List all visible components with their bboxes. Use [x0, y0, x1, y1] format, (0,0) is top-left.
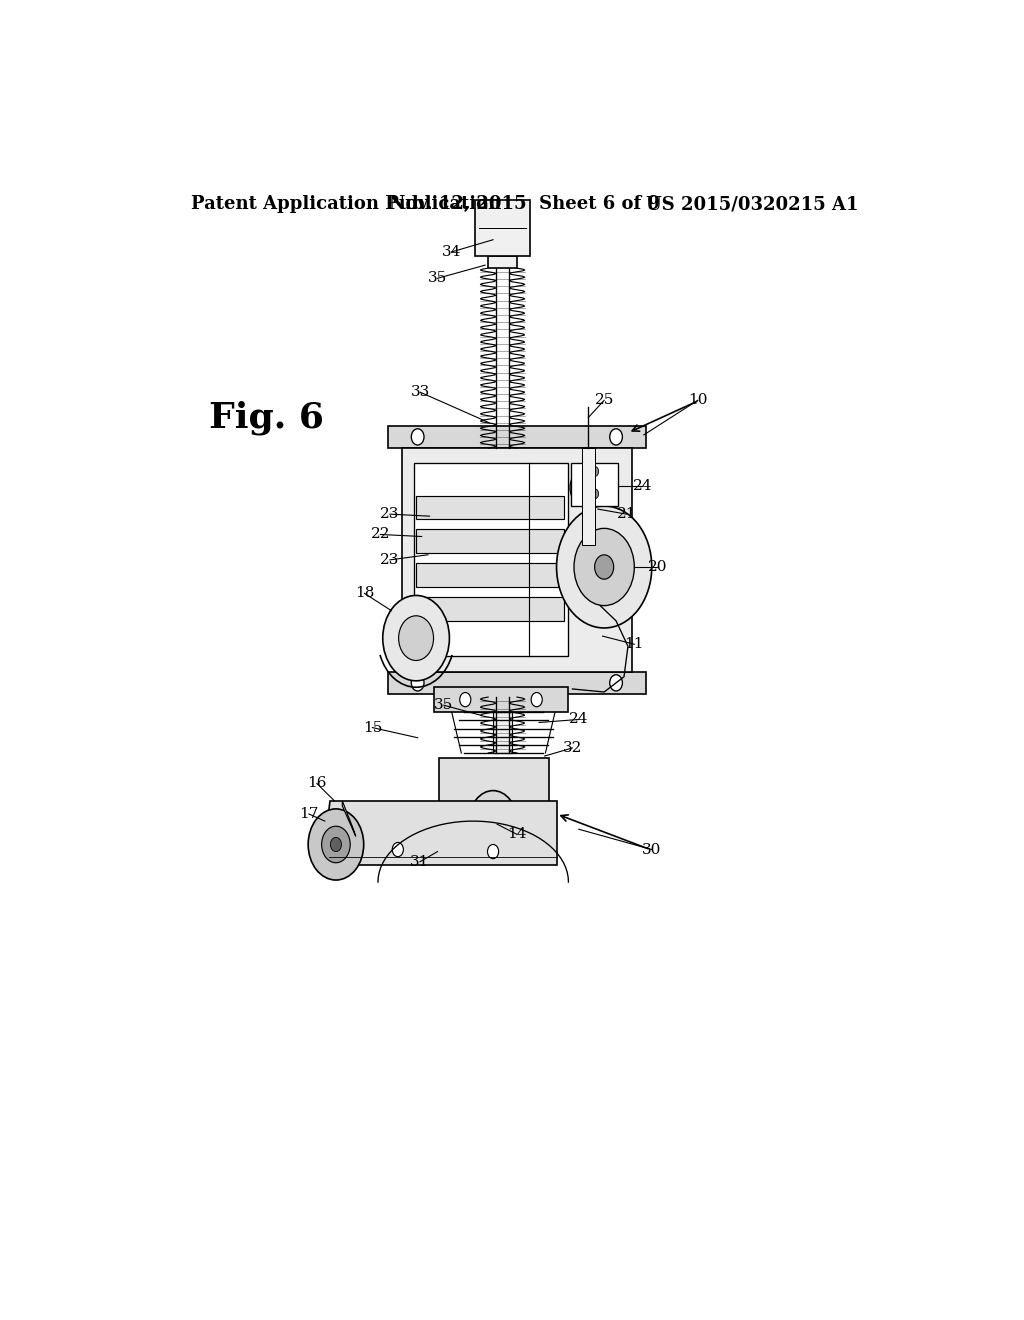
Bar [582, 447, 595, 545]
Text: 32: 32 [563, 741, 582, 755]
Text: 35: 35 [428, 272, 447, 285]
Text: 11: 11 [625, 638, 644, 651]
Text: 31: 31 [411, 855, 430, 869]
Polygon shape [401, 447, 632, 672]
Text: Nov. 12, 2015  Sheet 6 of 9: Nov. 12, 2015 Sheet 6 of 9 [389, 195, 660, 213]
Circle shape [570, 470, 599, 506]
Bar [439, 758, 549, 810]
Circle shape [487, 845, 499, 859]
Circle shape [557, 506, 651, 628]
Text: Patent Application Publication: Patent Application Publication [191, 195, 502, 213]
Circle shape [482, 807, 504, 836]
Polygon shape [323, 801, 557, 865]
Polygon shape [342, 801, 355, 837]
Text: 30: 30 [642, 842, 662, 857]
Circle shape [580, 482, 589, 494]
Bar [433, 686, 568, 713]
Text: 15: 15 [362, 721, 382, 735]
Text: 33: 33 [411, 385, 430, 399]
Bar [494, 713, 512, 752]
Text: 23: 23 [380, 507, 399, 521]
Circle shape [595, 554, 613, 579]
Polygon shape [475, 201, 530, 256]
Circle shape [308, 809, 364, 880]
Bar [416, 529, 564, 553]
Circle shape [591, 488, 599, 499]
Polygon shape [414, 463, 568, 656]
Text: 23: 23 [380, 553, 399, 566]
Bar [416, 598, 564, 620]
Text: Fig. 6: Fig. 6 [209, 400, 325, 434]
Circle shape [574, 528, 634, 606]
Text: US 2015/0320215 A1: US 2015/0320215 A1 [645, 195, 858, 213]
Circle shape [322, 826, 350, 863]
Circle shape [488, 814, 498, 828]
Text: 25: 25 [595, 393, 613, 408]
Text: 20: 20 [648, 560, 668, 574]
Circle shape [383, 595, 450, 681]
Text: 24: 24 [633, 479, 652, 492]
Circle shape [609, 675, 623, 690]
Text: 35: 35 [434, 698, 454, 713]
Polygon shape [387, 672, 646, 694]
Polygon shape [488, 256, 517, 268]
Text: 16: 16 [307, 776, 327, 791]
Text: 14: 14 [507, 828, 526, 841]
Bar [416, 496, 564, 519]
Text: 17: 17 [299, 807, 318, 821]
Circle shape [460, 693, 471, 706]
Text: 24: 24 [569, 713, 589, 726]
Circle shape [331, 837, 341, 851]
Bar [570, 463, 618, 506]
Circle shape [392, 842, 403, 857]
Circle shape [469, 791, 517, 851]
Circle shape [531, 693, 543, 706]
Circle shape [412, 429, 424, 445]
Bar [416, 562, 564, 587]
Circle shape [398, 615, 433, 660]
Text: 22: 22 [371, 528, 390, 541]
Text: 18: 18 [354, 586, 374, 601]
Circle shape [591, 466, 599, 477]
Text: 21: 21 [616, 507, 636, 521]
Text: 10: 10 [688, 393, 708, 408]
Polygon shape [387, 426, 646, 447]
Text: 34: 34 [442, 246, 462, 259]
Circle shape [412, 675, 424, 690]
Circle shape [609, 429, 623, 445]
